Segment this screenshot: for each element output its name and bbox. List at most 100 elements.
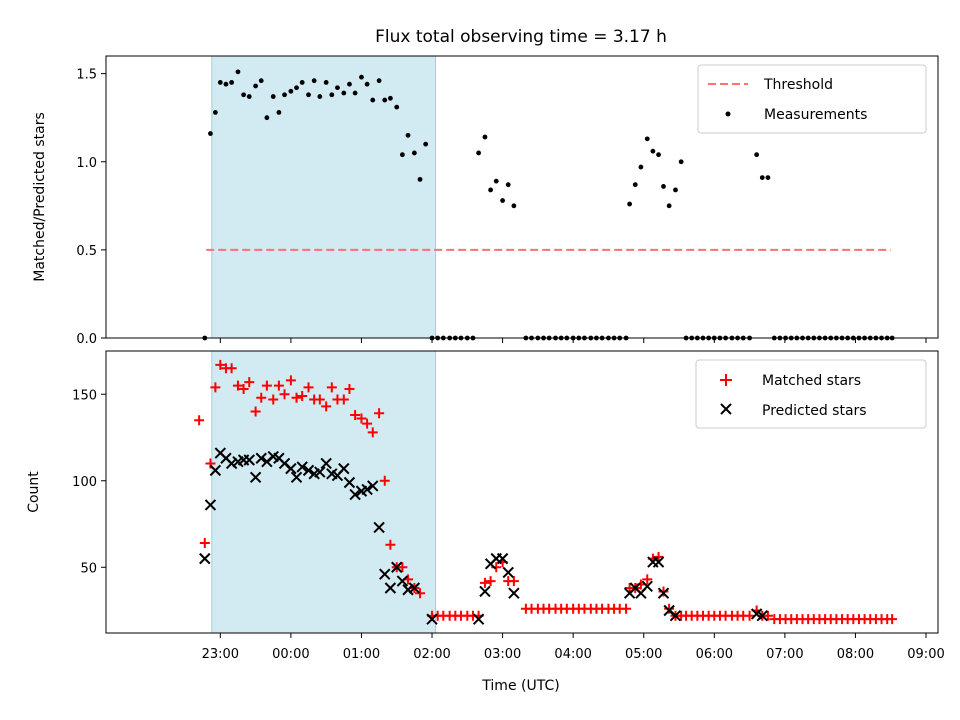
matched-star-point: [268, 394, 279, 405]
predicted-star-point: [669, 609, 682, 622]
measurement-point: [276, 110, 282, 115]
bottom-y-tick-label: 100: [72, 475, 97, 490]
measurement-point: [482, 134, 488, 140]
measurement-point: [270, 94, 276, 99]
matched-star-point: [279, 389, 290, 400]
measurement-point: [347, 81, 352, 87]
bottom-panel-shaded-region: [211, 350, 437, 634]
measurement-point: [359, 74, 364, 80]
measurements-legend-label: Measurements: [764, 107, 867, 123]
measurement-point: [246, 94, 252, 99]
measurement-point: [765, 175, 771, 181]
x-axis-label: Time (UTC): [481, 678, 559, 694]
matched-star-point: [479, 577, 490, 588]
x-tick-label: 07:00: [766, 647, 803, 662]
measurement-point: [223, 81, 229, 87]
measurement-point: [505, 182, 511, 188]
measurement-point: [632, 182, 638, 188]
measurement-point: [370, 97, 376, 103]
measurement-point: [217, 80, 223, 85]
figure-title: Flux total observing time = 3.17 h: [375, 27, 667, 47]
bottom-y-tick-label: 50: [80, 561, 97, 576]
predicted-star-point: [199, 552, 211, 565]
matched-star-point: [653, 551, 664, 562]
matched-stars-legend-label: Matched stars: [762, 373, 861, 389]
matched-star-point: [297, 390, 308, 401]
top-y-tick-label: 1.5: [76, 68, 97, 83]
measurement-point: [661, 184, 666, 189]
matched-star-point: [642, 574, 653, 585]
measurement-point: [638, 164, 644, 170]
matched-star-point: [374, 408, 385, 419]
matched-star-point: [356, 413, 367, 424]
matched-star-point: [314, 394, 325, 405]
measurement-point: [364, 81, 370, 87]
measurement-point: [341, 90, 347, 96]
measurement-point: [394, 104, 400, 110]
measurement-point: [311, 78, 317, 84]
measurement-point: [759, 175, 765, 181]
predicted-star-point: [204, 499, 217, 511]
matched-star-point: [321, 401, 332, 412]
matched-star-point: [508, 576, 519, 587]
matched-star-point: [303, 382, 314, 393]
count-points: [194, 359, 898, 625]
top-y-axis-label: Matched/Predicted stars: [32, 112, 48, 282]
top-plot-frame: [105, 55, 939, 339]
matched-star-point: [226, 363, 237, 374]
measurements-legend-swatch: [725, 111, 731, 117]
predicted-star-point: [657, 587, 670, 599]
matched-star-point: [232, 380, 243, 391]
measurement-point: [352, 90, 358, 96]
predicted-star-point: [426, 613, 438, 625]
measurement-point: [235, 69, 241, 75]
measurement-point: [229, 80, 235, 85]
bottom-y-tick-label: 150: [72, 388, 97, 403]
bottom-legend-box: [695, 359, 927, 429]
x-tick-label: 00:00: [272, 647, 309, 662]
measurement-point: [317, 94, 323, 99]
measurement-point: [299, 80, 305, 85]
predicted-star-point: [384, 582, 397, 594]
measurement-point: [678, 159, 684, 165]
predicted-star-point: [255, 452, 267, 464]
measurement-point: [294, 85, 299, 91]
bottom-x-axis-ticks: 23:00 00:00 01:00 02:00 03:00 04:00 05:00 06:00…: [202, 633, 945, 662]
measurement-point: [500, 198, 505, 203]
top-y-axis-ticks: 0.0 0.5 1.0 1.5: [76, 68, 106, 347]
measurement-point: [666, 203, 672, 209]
bottom-y-axis-label: Count: [26, 471, 42, 513]
measurement-point: [264, 115, 270, 121]
predicted-star-point: [343, 476, 356, 489]
measurement-point: [754, 152, 760, 158]
threshold-legend-label: Threshold: [763, 77, 833, 93]
matched-star-point: [658, 586, 669, 597]
matched-star-point: [338, 394, 349, 405]
measurement-point: [258, 78, 264, 84]
measurement-point: [476, 150, 482, 156]
matched-star-point: [273, 380, 284, 391]
matched-star-point: [285, 375, 296, 386]
matched-star-point: [621, 603, 632, 614]
measurement-point: [212, 110, 218, 115]
x-tick-label: 01:00: [343, 647, 380, 662]
measurement-point: [488, 187, 493, 193]
matched-star-point: [261, 380, 272, 391]
predicted-star-point: [641, 580, 653, 592]
top-y-tick-label: 1.0: [76, 156, 97, 171]
matched-star-point: [344, 384, 355, 395]
predicted-star-point: [652, 556, 665, 568]
matched-star-point: [210, 382, 221, 393]
matched-star-point: [362, 418, 373, 429]
predicted-star-point: [349, 488, 361, 501]
measurement-point: [208, 131, 213, 136]
predicted-stars-legend-label: Predicted stars: [762, 403, 867, 419]
predicted-star-point: [320, 457, 332, 470]
predicted-star-point: [249, 471, 262, 484]
matched-stars-legend-swatch: [720, 374, 732, 386]
predicted-stars-legend-swatch: [720, 403, 732, 415]
predicted-star-point: [402, 584, 414, 596]
matched-star-point: [215, 359, 226, 370]
measurement-point: [387, 95, 393, 101]
